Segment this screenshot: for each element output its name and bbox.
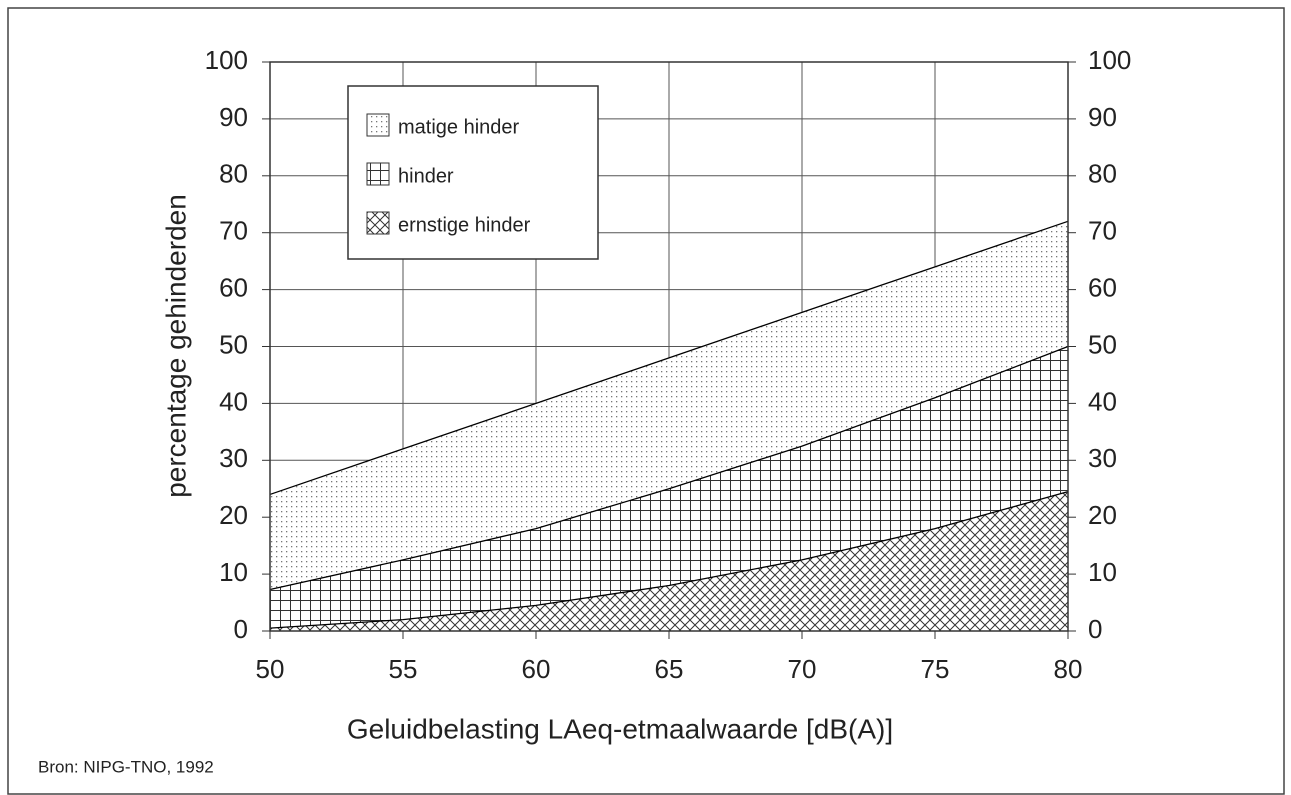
x-tick-label: 75 [921, 654, 950, 684]
y-tick-label: 100 [205, 45, 248, 75]
y2-tick-label: 60 [1088, 272, 1117, 302]
y-tick-label: 40 [219, 386, 248, 416]
y-tick-label: 80 [219, 159, 248, 189]
y-tick-label: 70 [219, 216, 248, 246]
x-tick-label: 80 [1054, 654, 1083, 684]
source-note: Bron: NIPG-TNO, 1992 [38, 757, 214, 776]
y2-tick-label: 20 [1088, 500, 1117, 530]
legend-label: ernstige hinder [398, 214, 531, 236]
y-tick-label: 20 [219, 500, 248, 530]
x-tick-label: 55 [389, 654, 418, 684]
y2-tick-label: 0 [1088, 614, 1102, 644]
line [269, 490, 1069, 629]
line [269, 220, 1069, 496]
x-axis-label: Geluidbelasting LAeq-etmaalwaarde [dB(A)… [347, 713, 893, 744]
y-tick-label: 50 [219, 329, 248, 359]
y-tick-label: 0 [234, 614, 248, 644]
legend: matige hinder hinder ernstige hinder [347, 85, 599, 260]
y2-tick-label: 90 [1088, 102, 1117, 132]
y2-tick-label: 70 [1088, 216, 1117, 246]
y2-tick-label: 10 [1088, 557, 1117, 587]
y2-tick-label: 100 [1088, 45, 1131, 75]
legend-box [347, 85, 599, 260]
y2-tick-label: 50 [1088, 329, 1117, 359]
x-tick-label: 65 [655, 654, 684, 684]
line [269, 345, 1069, 591]
legend-label: matige hinder [398, 116, 520, 138]
frame [7, 7, 1285, 795]
legend-swatch [366, 162, 390, 186]
y-tick-label: 60 [219, 272, 248, 302]
y2-tick-label: 30 [1088, 443, 1117, 473]
legend-label: hinder [398, 165, 454, 187]
y-axis-label: percentage gehinderden [160, 194, 191, 498]
x-tick-label: 70 [788, 654, 817, 684]
legend-swatch [366, 113, 390, 137]
x-tick-label: 50 [256, 654, 285, 684]
y-tick-label: 90 [219, 102, 248, 132]
y-tick-label: 30 [219, 443, 248, 473]
y2-tick-label: 40 [1088, 386, 1117, 416]
y2-tick-label: 80 [1088, 159, 1117, 189]
x-tick-label: 60 [522, 654, 551, 684]
area [270, 491, 1068, 631]
legend-swatch [366, 211, 390, 235]
y-tick-label: 10 [219, 557, 248, 587]
